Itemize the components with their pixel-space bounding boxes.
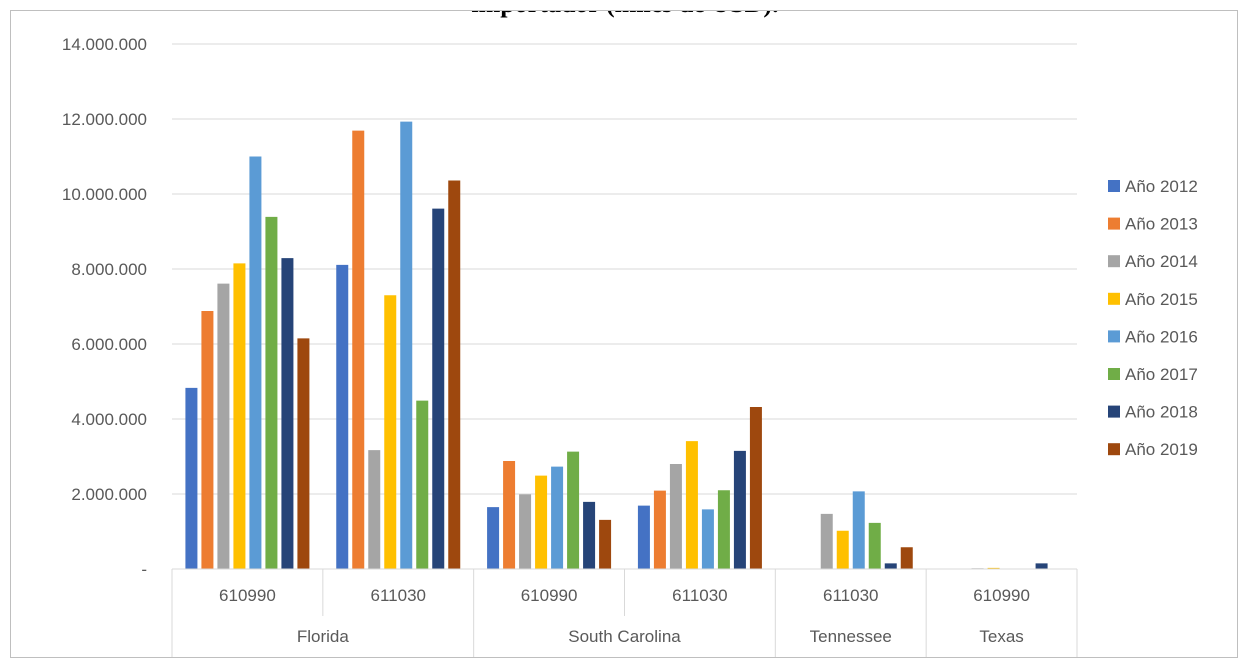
x-tick-label: 611030 bbox=[672, 586, 727, 605]
bar bbox=[852, 491, 865, 569]
x-group-label: South Carolina bbox=[568, 627, 681, 646]
legend-label: Año 2014 bbox=[1125, 252, 1198, 271]
x-tick-label: 610990 bbox=[973, 586, 1030, 605]
bar bbox=[265, 216, 278, 569]
legend-label: Año 2015 bbox=[1125, 290, 1198, 309]
y-tick-label: 14.000.000 bbox=[62, 35, 147, 54]
bar bbox=[201, 311, 214, 569]
x-group-label: Florida bbox=[297, 627, 350, 646]
bar bbox=[535, 475, 548, 569]
y-tick-label: 2.000.000 bbox=[71, 485, 147, 504]
chart-title: importador (miles de USD). bbox=[11, 11, 1237, 19]
bar bbox=[336, 264, 349, 569]
bar bbox=[653, 490, 666, 569]
x-group-label: Texas bbox=[979, 627, 1023, 646]
bar bbox=[669, 464, 682, 569]
y-tick-label: 6.000.000 bbox=[71, 335, 147, 354]
legend-swatch bbox=[1108, 255, 1120, 268]
legend-label: Año 2016 bbox=[1125, 327, 1198, 346]
bar bbox=[987, 567, 1000, 569]
bar bbox=[185, 387, 198, 569]
bar bbox=[487, 507, 500, 569]
bar bbox=[384, 295, 397, 569]
legend-swatch bbox=[1108, 405, 1120, 418]
bar bbox=[352, 130, 365, 569]
legend-swatch bbox=[1108, 368, 1120, 380]
bar bbox=[884, 563, 897, 569]
legend-swatch bbox=[1108, 292, 1120, 305]
x-tick-label: 611030 bbox=[823, 586, 878, 605]
bar bbox=[637, 505, 650, 569]
bar bbox=[733, 450, 746, 569]
bar bbox=[432, 208, 445, 569]
bar bbox=[749, 407, 762, 569]
bar bbox=[717, 490, 730, 569]
bar bbox=[583, 501, 596, 569]
legend-swatch bbox=[1108, 217, 1120, 230]
bar bbox=[503, 461, 516, 569]
y-tick-label: 10.000.000 bbox=[62, 185, 147, 204]
bar bbox=[400, 121, 413, 569]
x-tick-label: 611030 bbox=[371, 586, 426, 605]
x-tick-label: 610990 bbox=[219, 586, 276, 605]
bar bbox=[685, 441, 698, 569]
bar bbox=[567, 451, 580, 569]
bar bbox=[368, 450, 381, 569]
bar bbox=[551, 466, 564, 569]
bar bbox=[820, 513, 833, 569]
legend-label: Año 2017 bbox=[1125, 365, 1198, 384]
bar bbox=[1035, 563, 1048, 569]
x-tick-label: 610990 bbox=[521, 586, 578, 605]
bar bbox=[416, 400, 429, 569]
bar bbox=[249, 156, 262, 569]
legend-swatch bbox=[1108, 443, 1120, 456]
legend-swatch bbox=[1108, 180, 1120, 192]
y-tick-label: 12.000.000 bbox=[62, 110, 147, 129]
bar bbox=[701, 509, 714, 569]
y-tick-label: 4.000.000 bbox=[71, 410, 147, 429]
bar bbox=[297, 338, 310, 569]
legend-label: Año 2019 bbox=[1125, 440, 1198, 459]
bar bbox=[900, 547, 913, 569]
y-tick-label: 8.000.000 bbox=[71, 260, 147, 279]
x-group-label: Tennessee bbox=[810, 627, 892, 646]
legend-label: Año 2013 bbox=[1125, 215, 1198, 234]
bar bbox=[599, 519, 612, 569]
bar-chart: - 2.000.000 4.000.000 6.000.000 8.000.000 10.… bbox=[62, 35, 1198, 657]
bar bbox=[281, 258, 294, 569]
bar bbox=[217, 283, 230, 569]
y-tick-label: - bbox=[141, 560, 147, 579]
bar bbox=[868, 522, 881, 569]
bar bbox=[448, 180, 461, 569]
bar bbox=[519, 494, 532, 569]
legend-swatch bbox=[1108, 330, 1120, 343]
legend-label: Año 2012 bbox=[1125, 177, 1198, 196]
bar bbox=[836, 530, 849, 569]
chart-frame: importador (miles de USD). - 2.000.000 4.0… bbox=[10, 10, 1238, 658]
legend-label: Año 2018 bbox=[1125, 403, 1198, 422]
bar bbox=[233, 263, 246, 569]
